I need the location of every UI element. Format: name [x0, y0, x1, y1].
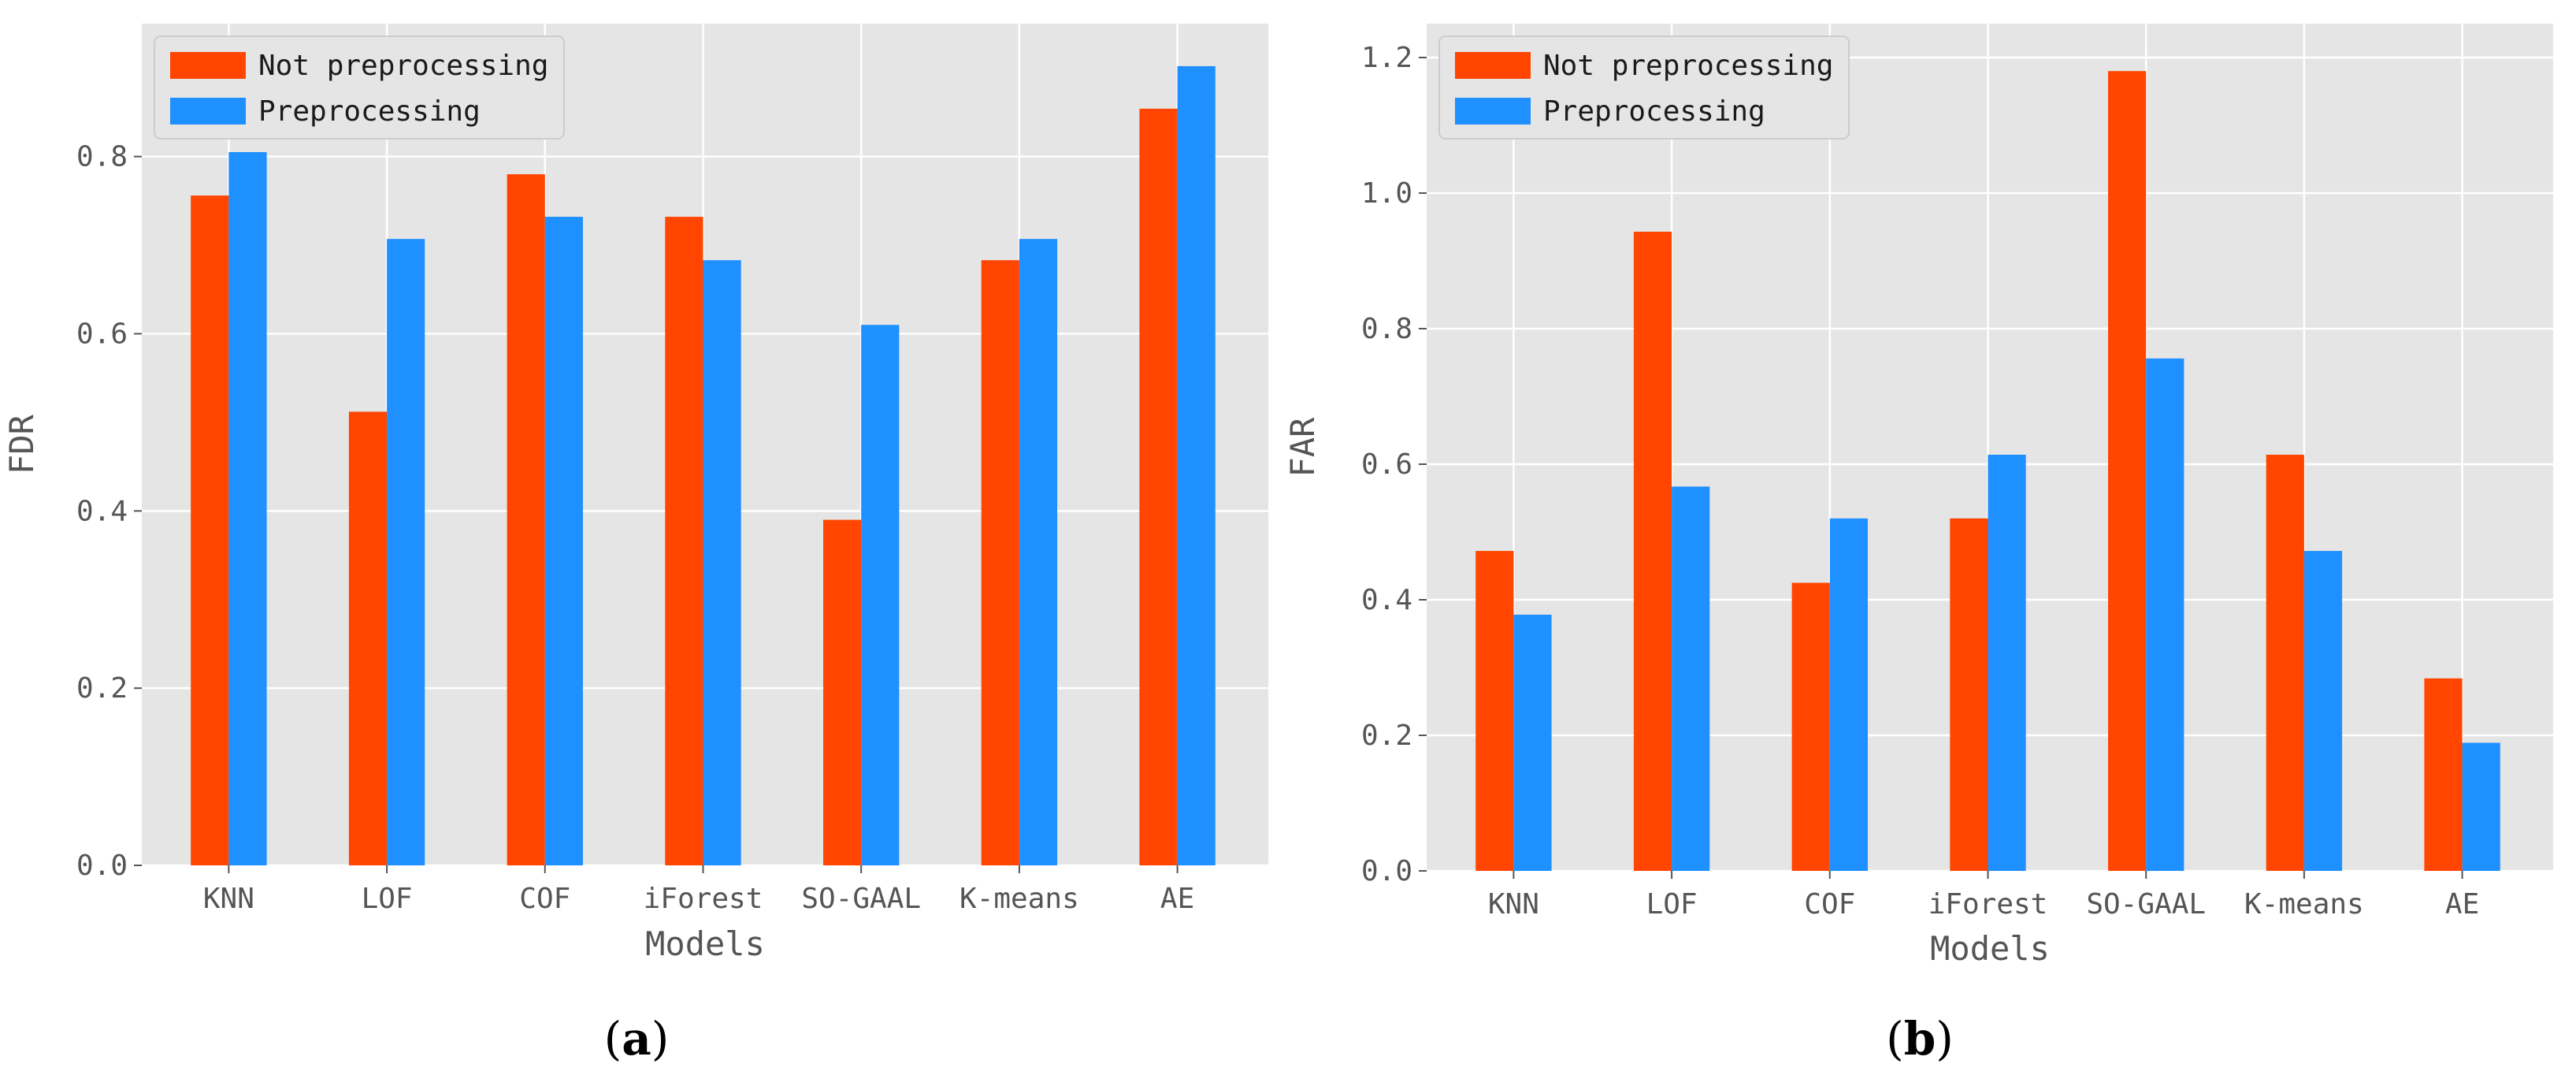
x-tick-label: iForest — [1928, 888, 2048, 921]
legend-label: Preprocessing — [258, 95, 481, 128]
bar-knn-not-preprocessing — [1475, 551, 1514, 871]
bar-cof-not-preprocessing — [507, 174, 545, 865]
x-tick-label: SO-GAAL — [801, 883, 921, 915]
x-tick-label: K-means — [2244, 888, 2364, 921]
x-tick-label: K-means — [960, 883, 1079, 915]
y-tick-label: 0.0 — [1361, 855, 1412, 887]
x-axis-label: Models — [645, 924, 765, 963]
bar-ae-not-preprocessing — [2424, 678, 2463, 871]
chart-panel-b: 0.0 0.2 0.4 0.6 0.8 1.0 1.2 KNN LOF COF iForest SO-… — [1283, 24, 2553, 1066]
legend-swatch — [170, 98, 246, 125]
bar-lof-preprocessing — [1672, 486, 1710, 871]
x-tick-label: COF — [1804, 888, 1855, 921]
legend-swatch — [1455, 98, 1531, 125]
bar-so-gaal-preprocessing — [2146, 358, 2184, 872]
chart-panel-a: 0.0 0.2 0.4 0.6 0.8 KNN LOF COF iForest SO-GAAL K-… — [2, 24, 1268, 1066]
y-tick-label: 1.0 — [1361, 177, 1412, 210]
y-tick-label: 0.8 — [76, 141, 128, 173]
y-tick-label: 0.4 — [1361, 584, 1412, 616]
y-tick-label: 0.2 — [76, 672, 128, 705]
bar-k-means-not-preprocessing — [981, 260, 1019, 866]
bar-lof-not-preprocessing — [348, 411, 388, 865]
y-tick-label: 0.6 — [1361, 448, 1412, 481]
legend-frame — [154, 35, 565, 139]
bar-k-means-not-preprocessing — [2266, 454, 2304, 871]
panel-label: (a) — [604, 1012, 670, 1066]
x-tick-label: COF — [519, 883, 570, 915]
x-axis-label: Models — [1930, 929, 2050, 968]
x-tick-label: AE — [1160, 883, 1194, 915]
y-axis-label: FDR — [2, 414, 41, 474]
y-tick-label: 0.0 — [76, 850, 128, 882]
bar-knn-preprocessing — [1513, 614, 1552, 871]
x-tick-label: LOF — [362, 883, 413, 915]
bar-so-gaal-preprocessing — [861, 325, 900, 865]
bar-iforest-not-preprocessing — [665, 217, 703, 865]
legend-label: Not preprocessing — [1543, 50, 1833, 82]
bar-cof-not-preprocessing — [1791, 582, 1830, 871]
y-tick-label: 0.6 — [76, 318, 128, 350]
bar-ae-preprocessing — [2462, 742, 2500, 871]
legend: Not preprocessing Preprocessing — [1438, 35, 1850, 139]
y-tick-label: 0.8 — [1361, 313, 1412, 345]
bar-ae-preprocessing — [1177, 65, 1216, 866]
bar-k-means-preprocessing — [2303, 551, 2343, 871]
y-tick-label: 0.4 — [76, 495, 128, 527]
y-axis-label: FAR — [1283, 417, 1322, 478]
bar-cof-preprocessing — [1829, 518, 1868, 871]
bar-so-gaal-not-preprocessing — [2108, 71, 2147, 871]
x-tick-label: SO-GAAL — [2086, 888, 2206, 921]
bar-lof-not-preprocessing — [1633, 232, 1672, 871]
x-tick-label: LOF — [1646, 888, 1698, 921]
bar-knn-not-preprocessing — [191, 195, 229, 865]
y-tick-label: 1.2 — [1361, 42, 1412, 74]
bar-so-gaal-not-preprocessing — [823, 519, 862, 865]
bar-iforest-preprocessing — [703, 260, 741, 866]
x-tick-label: KNN — [1488, 888, 1539, 921]
bar-iforest-preprocessing — [1988, 454, 2026, 871]
legend-label: Not preprocessing — [258, 50, 548, 82]
bar-cof-preprocessing — [544, 217, 583, 865]
legend: Not preprocessing Preprocessing — [154, 35, 565, 139]
x-tick-label: AE — [2445, 888, 2479, 921]
panel-label: (b) — [1886, 1012, 1954, 1066]
x-tick-label: KNN — [203, 883, 254, 915]
bar-ae-not-preprocessing — [1139, 108, 1178, 866]
bar-knn-preprocessing — [228, 152, 267, 866]
legend-swatch — [1455, 52, 1531, 79]
y-tick-label: 0.2 — [1361, 720, 1412, 752]
legend-swatch — [170, 52, 246, 79]
bar-iforest-not-preprocessing — [1950, 518, 1988, 871]
x-tick-label: iForest — [644, 883, 763, 915]
bar-lof-preprocessing — [387, 239, 425, 865]
bar-k-means-preprocessing — [1019, 239, 1058, 865]
legend-frame — [1438, 35, 1850, 139]
legend-label: Preprocessing — [1543, 95, 1765, 128]
